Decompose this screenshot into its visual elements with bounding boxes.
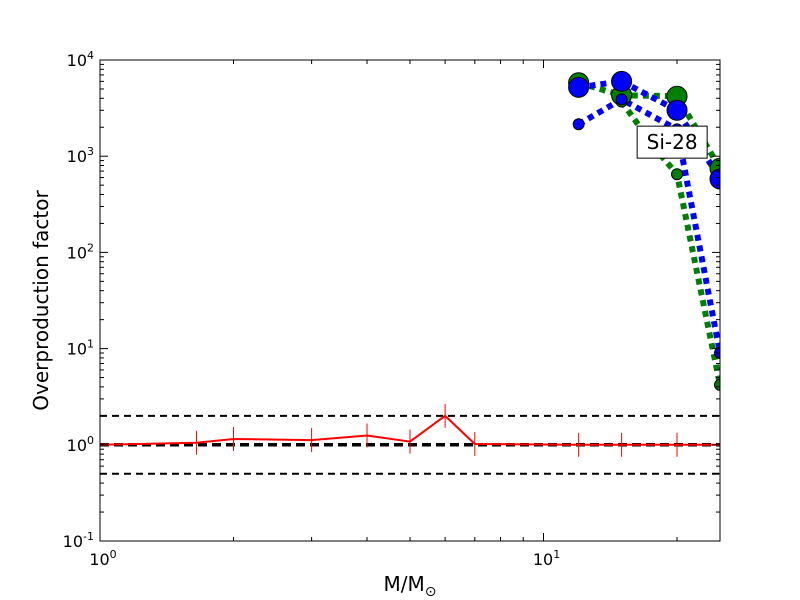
series-line-1-large [577,79,720,170]
y-axis-title: Overproduction factor [29,190,53,411]
x-axis-title: M/M⊙ [384,572,437,600]
data-point-2-3 [709,168,720,190]
series-line-1-small [619,99,720,386]
x-tick-label-1: 101 [533,548,560,569]
axis-labels: 100 10110-1100101102103104M/M⊙Overproduct… [29,49,560,600]
y-tick-label-3-base: 10 [67,243,87,262]
data-point-1-7 [714,378,720,391]
data-point-2-2 [666,99,688,121]
y-tick-label-4-exp: 3 [87,145,94,158]
annotation-label: Si-28 [647,130,698,154]
y-tick-label-0: 10-1 [63,530,94,551]
annotation-box [636,125,708,159]
data-point-2-4 [572,118,585,131]
x-tick-label-1-exp: 1 [553,548,560,561]
y-tick-label-1-base: 10 [67,436,87,455]
y-tick-label-5-exp: 4 [87,49,94,62]
y-tick-label-1-exp: 0 [87,434,94,447]
y-tick-label-2: 101 [67,338,94,359]
y-tick-label-3: 102 [67,241,94,262]
x-tick-label-0-base: 10 [89,550,109,569]
data-point-2-5 [615,93,628,106]
series-line-0 [100,414,720,446]
y-tick-label-5-base: 10 [67,51,87,70]
y-tick-label-0-base: 10 [63,532,83,551]
series-line-2-small [577,95,720,354]
plot-area [100,60,720,541]
x-axis-title-sub: ⊙ [425,584,437,600]
y-tick-label-2-base: 10 [67,340,87,359]
y-tick-label-1: 100 [67,434,94,455]
y-tick-label-0-exp: -1 [83,530,94,543]
x-axis-title-main: M/M [384,572,425,596]
data-point-2-1 [611,70,633,92]
y-tick-label-3-exp: 2 [87,241,94,254]
y-tick-label-4: 103 [67,145,94,166]
x-tick-label-1-base: 10 [533,550,553,569]
y-tick-label-4-base: 10 [67,147,87,166]
y-tick-label-5: 104 [67,49,94,70]
y-tick-label-2-exp: 1 [87,338,94,351]
axis-ticks [99,59,720,542]
data-point-2-0 [568,76,590,98]
data-point-1-6 [671,168,684,181]
x-tick-label-0: 100 [89,548,116,569]
annotation-layer: Si-28 [636,125,708,159]
x-tick-label-0-exp: 0 [110,548,117,561]
